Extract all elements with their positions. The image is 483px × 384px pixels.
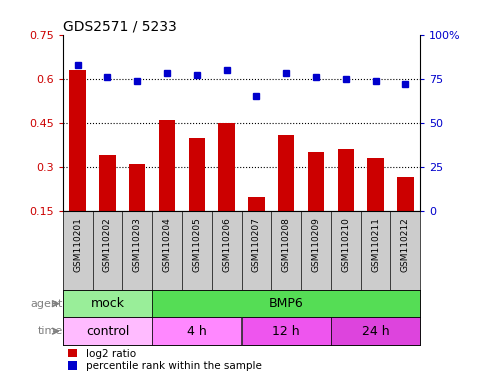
Bar: [70, 70, 86, 211]
Text: BMP6: BMP6: [269, 297, 303, 310]
Bar: [248, 197, 265, 211]
Bar: [63, 318, 152, 345]
Text: GSM110209: GSM110209: [312, 218, 320, 273]
Text: mock: mock: [90, 297, 125, 310]
Text: GSM110202: GSM110202: [103, 218, 112, 272]
Text: GSM110204: GSM110204: [163, 218, 171, 272]
Text: 4 h: 4 h: [187, 324, 207, 338]
Text: GSM110203: GSM110203: [133, 218, 142, 273]
Bar: [63, 290, 152, 318]
Bar: [278, 135, 294, 211]
Bar: [152, 290, 420, 318]
Bar: [308, 152, 324, 211]
Bar: [152, 318, 242, 345]
Text: time: time: [38, 326, 63, 336]
Bar: [397, 177, 413, 211]
Bar: [129, 164, 145, 211]
Bar: [368, 158, 384, 211]
Bar: [242, 318, 331, 345]
Bar: [99, 156, 115, 211]
Text: GSM110211: GSM110211: [371, 218, 380, 273]
Text: GSM110201: GSM110201: [73, 218, 82, 273]
Text: GSM110212: GSM110212: [401, 218, 410, 272]
Text: GSM110206: GSM110206: [222, 218, 231, 273]
Text: GSM110205: GSM110205: [192, 218, 201, 273]
Text: GSM110208: GSM110208: [282, 218, 291, 273]
Text: GSM110210: GSM110210: [341, 218, 350, 273]
Text: GDS2571 / 5233: GDS2571 / 5233: [63, 20, 177, 33]
Bar: [338, 149, 354, 211]
Legend: log2 ratio, percentile rank within the sample: log2 ratio, percentile rank within the s…: [68, 349, 262, 371]
Bar: [331, 318, 420, 345]
Bar: [218, 123, 235, 211]
Text: 24 h: 24 h: [362, 324, 389, 338]
Bar: [159, 120, 175, 211]
Bar: [189, 138, 205, 211]
Text: GSM110207: GSM110207: [252, 218, 261, 273]
Text: agent: agent: [30, 299, 63, 309]
Text: control: control: [86, 324, 129, 338]
Text: 12 h: 12 h: [272, 324, 300, 338]
